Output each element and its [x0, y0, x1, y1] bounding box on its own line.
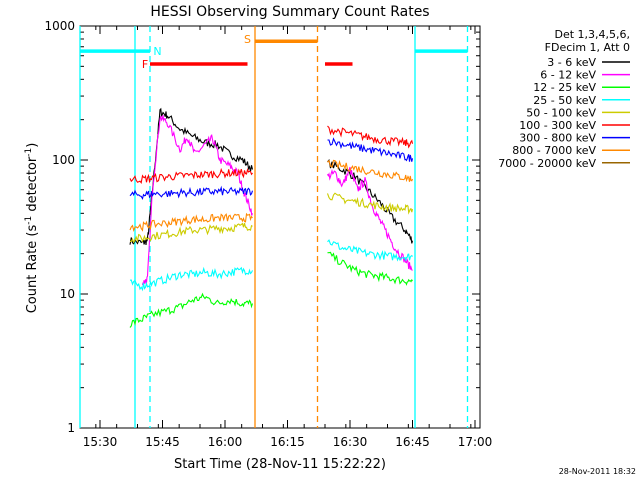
legend-entry-label: 300 - 800 keV: [519, 132, 596, 145]
plot-frame: [79, 25, 481, 429]
series-line-3-1: [327, 239, 413, 262]
series-line-4-1: [326, 192, 414, 215]
y-tick-label: 1: [67, 421, 75, 435]
series-line-5-0: [129, 167, 253, 184]
x-tick-label: 17:00: [458, 435, 493, 449]
series-line-2-1: [327, 251, 413, 286]
series-line-1-1: [327, 166, 413, 271]
flag-label-s: S: [244, 33, 251, 46]
legend-entry-label: 3 - 6 keV: [547, 56, 596, 69]
y-axis-label-sup2: -1: [24, 148, 34, 157]
x-tick-label: 16:00: [208, 435, 243, 449]
y-tick-label: 100: [52, 153, 75, 167]
y-tick-label: 10: [60, 287, 75, 301]
legend-entry-label: 7000 - 20000 keV: [498, 157, 596, 170]
series-line-0-0: [129, 107, 254, 246]
legend-entry-label: 100 - 300 keV: [519, 119, 596, 132]
legend-entry-label: 6 - 12 keV: [540, 69, 596, 82]
y-tick-label: 1000: [44, 19, 75, 33]
legend-entry-label: 12 - 25 keV: [533, 81, 596, 94]
legend-entry-label: 25 - 50 keV: [533, 94, 596, 107]
series-line-0-1: [327, 158, 414, 244]
series-line-3-0: [129, 266, 254, 292]
series-line-2-0: [129, 292, 254, 328]
legend-header-1: Det 1,3,4,5,6,: [554, 28, 630, 41]
x-tick-label: 15:45: [145, 435, 180, 449]
y-axis-label: Count Rate (s-1 detector-1): [24, 143, 40, 314]
series-line-6-0: [129, 185, 254, 201]
x-tick-label: 16:30: [333, 435, 368, 449]
series-line-1-0: [141, 115, 254, 286]
legend-entry-label: 800 - 7000 keV: [512, 144, 596, 157]
series-line-4-0: [129, 222, 253, 244]
timestamp: 28-Nov-2011 18:32: [559, 467, 636, 476]
legend-entry-label: 50 - 100 keV: [526, 106, 596, 119]
y-axis-label-part2: detector: [25, 156, 40, 216]
series-line-7-1: [327, 159, 414, 183]
series-line-5-1: [327, 125, 414, 149]
x-tick-label: 15:30: [83, 435, 118, 449]
x-axis-label: Start Time (28-Nov-11 15:22:22): [174, 457, 386, 472]
flag-label-f: F: [142, 58, 148, 71]
y-axis-label-sup1: -1: [24, 216, 34, 225]
y-axis-label-part1: Count Rate (s: [25, 225, 40, 314]
legend: Det 1,3,4,5,6, FDecim 1, Att 0 3 - 6 keV…: [498, 28, 630, 170]
x-tick-label: 16:45: [395, 435, 430, 449]
y-axis-label-part3: ): [25, 143, 40, 148]
legend-header-2: FDecim 1, Att 0: [545, 41, 630, 54]
flag-label-n: N: [153, 45, 161, 58]
series-line-7-0: [129, 212, 253, 233]
chart-title: HESSI Observing Summary Count Rates: [150, 4, 429, 20]
series-line-6-1: [327, 137, 414, 162]
x-tick-label: 16:15: [270, 435, 305, 449]
plot-area: 1 10 100 1000 15:30 15:45 16:00 16:15 16:30 16:45…: [44, 19, 492, 449]
